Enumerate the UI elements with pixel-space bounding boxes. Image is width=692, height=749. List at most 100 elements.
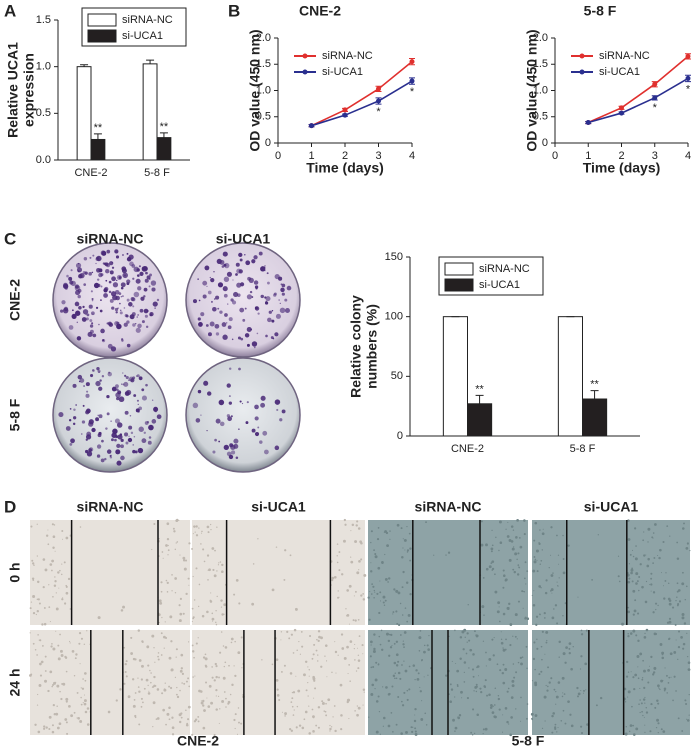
cell: [379, 591, 382, 594]
cell: [391, 645, 393, 647]
colony: [256, 332, 259, 335]
bar: [557, 316, 583, 437]
colony: [150, 427, 154, 431]
cell: [408, 532, 411, 535]
colony: [111, 306, 115, 310]
cell: [471, 734, 474, 736]
cell: [197, 720, 200, 723]
cell: [33, 564, 35, 567]
cell: [371, 683, 375, 687]
cell: [289, 672, 293, 675]
cell: [320, 636, 323, 640]
cell: [519, 656, 522, 660]
colony: [235, 456, 239, 459]
colony: [124, 410, 129, 415]
cell: [347, 698, 351, 702]
cell: [227, 702, 230, 705]
cell: [509, 623, 513, 626]
cell: [74, 657, 77, 660]
cell: [506, 720, 509, 724]
cell: [80, 687, 82, 689]
colony: [138, 406, 143, 411]
colony: [246, 294, 253, 300]
cell: [52, 704, 55, 707]
colony: [128, 425, 133, 430]
cell: [166, 522, 170, 526]
cell: [329, 727, 332, 731]
cell: [541, 630, 544, 633]
cell: [668, 602, 672, 606]
cell: [185, 709, 187, 712]
cell: [657, 732, 659, 734]
cell: [221, 563, 224, 567]
cell: [627, 580, 631, 584]
y-tick-label: 150: [385, 251, 403, 263]
colony: [222, 334, 228, 340]
cell: [687, 661, 691, 664]
cell: [490, 562, 493, 565]
y-tick-label: 0: [542, 137, 548, 149]
cell: [62, 597, 64, 599]
cell: [138, 723, 141, 726]
cell: [134, 714, 137, 718]
cell: [585, 629, 588, 632]
cell: [628, 577, 631, 580]
cell: [48, 727, 51, 731]
cell: [656, 718, 660, 722]
column-label: si-UCA1: [584, 499, 639, 515]
significance: *: [410, 86, 415, 98]
cell: [401, 704, 405, 707]
cell: [84, 679, 87, 682]
colony: [72, 383, 77, 388]
x-tick-label: 4: [409, 150, 415, 162]
cell: [480, 691, 483, 694]
cell: [355, 670, 358, 672]
colony: [106, 249, 111, 254]
colony: [77, 294, 81, 299]
cell: [58, 587, 60, 589]
cell: [170, 640, 173, 643]
cell: [172, 527, 175, 530]
colony: [202, 294, 207, 299]
cell: [545, 579, 548, 582]
colony: [92, 313, 94, 315]
cell: [379, 580, 381, 582]
cell: [412, 726, 414, 728]
cell: [229, 693, 232, 696]
colony: [245, 260, 251, 266]
legend-label: si-UCA1: [322, 66, 363, 78]
y-tick-label: 2.0: [256, 32, 271, 44]
colony: [125, 375, 129, 380]
cell: [195, 567, 198, 570]
cell: [222, 676, 226, 680]
cell: [59, 569, 61, 572]
y-tick-label: 1.5: [256, 58, 271, 70]
cell: [466, 641, 468, 643]
colony: [100, 285, 103, 288]
cell: [580, 633, 584, 636]
colony: [96, 256, 99, 260]
y-tick-label: 1.0: [36, 61, 51, 73]
cell: [599, 696, 603, 700]
cell: [325, 702, 327, 705]
colony: [62, 307, 69, 314]
cell: [35, 613, 37, 616]
colony: [100, 299, 102, 301]
colony: [120, 444, 124, 449]
colony: [123, 322, 128, 327]
cell: [275, 679, 279, 682]
cell: [686, 542, 689, 545]
cell: [166, 712, 170, 716]
cell: [536, 638, 538, 640]
colony: [198, 299, 201, 302]
legend-swatch: [87, 13, 117, 27]
cell: [291, 705, 294, 708]
cell: [240, 722, 243, 725]
cell: [632, 613, 635, 616]
colony: [139, 308, 144, 313]
cell: [160, 654, 163, 656]
colony: [109, 454, 112, 457]
cell: [78, 642, 81, 645]
x-tick-label: CNE-2: [451, 443, 484, 455]
colony: [98, 386, 103, 391]
